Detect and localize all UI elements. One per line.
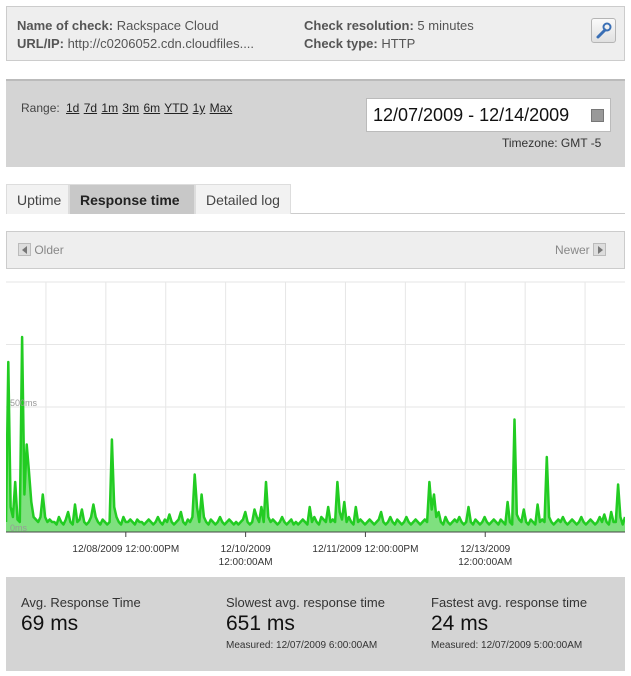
fastest-measured: Measured: 12/07/2009 5:00:00AM	[431, 640, 583, 651]
stats-panel: Avg. Response Time 69 ms Slowest avg. re…	[6, 577, 625, 671]
response-area-fill	[6, 337, 625, 532]
range-link-7d[interactable]: 7d	[83, 101, 98, 115]
range-link-max[interactable]: Max	[209, 101, 233, 115]
older-label: Older	[34, 243, 64, 257]
x-tick-label: 12/13/2009	[460, 544, 510, 555]
range-link-ytd[interactable]: YTD	[164, 101, 189, 115]
tab-response-time[interactable]: Response time	[69, 184, 195, 214]
check-resolution-row: Check resolution: 5 minutes	[304, 18, 474, 33]
x-tick-label: 12/11/2009 12:00:00PM	[312, 544, 418, 555]
range-label: Range:	[21, 101, 60, 115]
check-type-value: HTTP	[381, 36, 416, 51]
older-button[interactable]: Older	[18, 243, 64, 257]
date-range-value: 12/07/2009 - 12/14/2009	[373, 105, 570, 125]
check-name-value: Rackspace Cloud	[116, 18, 219, 33]
chart-grid	[6, 281, 625, 532]
wrench-icon	[596, 22, 612, 39]
tab-detailed-log[interactable]: Detailed log	[195, 184, 291, 214]
edit-check-button[interactable]	[591, 18, 616, 43]
y-tick-label: 0ms	[10, 523, 28, 533]
check-url-row: URL/IP: http://c0206052.cdn.cloudfiles..…	[17, 36, 254, 51]
y-tick-label: 500ms	[10, 398, 38, 408]
timezone-label: Timezone: GMT -5	[502, 136, 602, 150]
range-link-1y[interactable]: 1y	[192, 101, 206, 115]
range-link-6m[interactable]: 6m	[143, 101, 161, 115]
range-panel: Range: 1d 7d 1m 3m 6m YTD 1y Max 12/07/2…	[6, 79, 625, 167]
check-resolution-label: Check resolution:	[304, 18, 414, 33]
fastest-response-value: 24 ms	[431, 612, 489, 635]
chart-nav-bar: Older Newer	[6, 231, 625, 269]
avg-response-value: 69 ms	[21, 612, 79, 635]
avg-response-stat: Avg. Response Time 69 ms	[21, 595, 141, 636]
x-tick-label: 12:00:00AM	[458, 557, 512, 568]
y-axis-labels: 0ms 500ms	[10, 398, 38, 533]
avg-response-label: Avg. Response Time	[21, 595, 141, 610]
check-url-label: URL/IP:	[17, 36, 64, 51]
slowest-response-value: 651 ms	[226, 612, 295, 635]
response-time-chart: 0ms 500ms 12/08/2009 12:00:00PM 12/10/2009…	[6, 281, 625, 568]
check-info-panel: Name of check: Rackspace Cloud URL/IP: h…	[6, 6, 625, 61]
x-axis-labels: 12/08/2009 12:00:00PM 12/10/2009 12:00:00A…	[72, 532, 512, 568]
check-name-label: Name of check:	[17, 18, 114, 33]
slowest-response-label: Slowest avg. response time	[226, 595, 385, 610]
x-tick-label: 12/08/2009 12:00:00PM	[72, 544, 179, 555]
slowest-response-stat: Slowest avg. response time 651 ms Measur…	[226, 595, 385, 651]
x-tick-label: 12/10/2009	[221, 544, 271, 555]
newer-button[interactable]: Newer	[555, 243, 607, 257]
calendar-icon[interactable]	[591, 109, 604, 122]
check-resolution-value: 5 minutes	[417, 18, 474, 33]
newer-label: Newer	[555, 243, 590, 257]
range-link-1d[interactable]: 1d	[66, 101, 80, 115]
date-range-picker[interactable]: 12/07/2009 - 12/14/2009	[366, 98, 611, 132]
range-link-1m[interactable]: 1m	[101, 101, 119, 115]
tab-uptime[interactable]: Uptime	[6, 184, 69, 214]
check-url-value: http://c0206052.cdn.cloudfiles....	[67, 36, 255, 51]
check-name-row: Name of check: Rackspace Cloud	[17, 18, 219, 33]
fastest-response-stat: Fastest avg. response time 24 ms Measure…	[431, 595, 587, 651]
view-tabs: Uptime Response time Detailed log	[6, 184, 625, 214]
range-links: 1d 7d 1m 3m 6m YTD 1y Max	[66, 101, 233, 115]
slowest-measured: Measured: 12/07/2009 6:00:00AM	[226, 640, 378, 651]
arrow-right-icon	[593, 243, 607, 256]
x-tick-label: 12:00:00AM	[219, 557, 273, 568]
check-type-row: Check type: HTTP	[304, 36, 415, 51]
range-link-3m[interactable]: 3m	[122, 101, 140, 115]
arrow-left-icon	[18, 243, 31, 256]
response-line	[6, 335, 625, 526]
fastest-response-label: Fastest avg. response time	[431, 595, 588, 610]
check-type-label: Check type:	[304, 36, 378, 51]
